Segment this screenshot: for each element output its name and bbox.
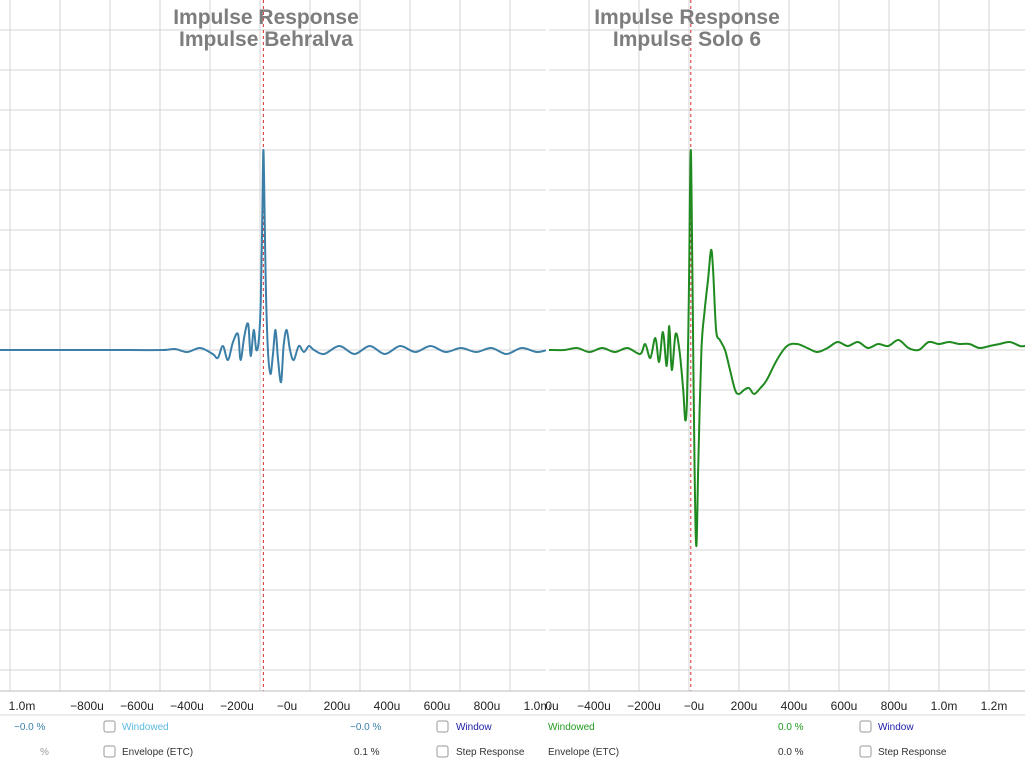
left-x-tick-label: 1.0m (9, 699, 36, 713)
right-x-tick-labels: 0u −400u −200u −0u 200u 400u 600u 800u 1.0m 1.2m (545, 699, 1007, 713)
left-x-tick-label: 400u (374, 699, 401, 713)
left-x-tick-label: −800u (70, 699, 104, 713)
right-pct-row2: 0.0 % (778, 747, 804, 758)
right-x-tick-label: 0u (545, 699, 558, 713)
right-envelope-label: Envelope (ETC) (548, 747, 619, 758)
right-chart-title: Impulse Response (594, 6, 780, 29)
right-chart-subtitle: Impulse Solo 6 (613, 28, 761, 51)
right-x-tick-label: 600u (831, 699, 858, 713)
left-x-tick-label: 600u (424, 699, 451, 713)
right-controls: Windowed 0.0 % Window Envelope (ETC) 0.0… (548, 720, 947, 758)
right-x-tick-label: −400u (577, 699, 611, 713)
right-x-tick-label: 1.2m (981, 699, 1008, 713)
left-x-tick-label: −600u (120, 699, 154, 713)
left-x-tick-label: 200u (324, 699, 351, 713)
left-windowed-label: Windowed (122, 722, 169, 733)
left-window-label: Window (456, 722, 492, 733)
right-x-tick-label: 200u (731, 699, 758, 713)
right-window-checkbox[interactable] (859, 720, 872, 733)
right-x-tick-label: 400u (781, 699, 808, 713)
left-x-tick-label: 800u (474, 699, 501, 713)
left-windowed-checkbox[interactable] (103, 720, 116, 733)
left-pct-row1b: −0.0 % (350, 722, 382, 733)
right-x-tick-label: −0u (684, 699, 704, 713)
right-x-tick-label: −200u (627, 699, 661, 713)
left-step-checkbox[interactable] (436, 745, 449, 758)
right-pct-row1: 0.0 % (778, 722, 804, 733)
left-x-tick-label: −200u (220, 699, 254, 713)
left-chart-title: Impulse Response (173, 6, 359, 29)
left-pct-row2: % (40, 747, 49, 758)
right-step-label: Step Response (878, 747, 947, 758)
left-pct-row1: −0.0 % (14, 722, 46, 733)
right-x-tick-label: 800u (881, 699, 908, 713)
right-windowed-label: Windowed (548, 722, 595, 733)
right-x-tick-label: 1.0m (931, 699, 958, 713)
left-grid (0, 0, 547, 691)
left-impulse-trace (0, 148, 548, 384)
left-window-checkbox[interactable] (436, 720, 449, 733)
left-pct-row2b: 0.1 % (354, 747, 380, 758)
left-step-label: Step Response (456, 747, 525, 758)
left-envelope-checkbox[interactable] (103, 745, 116, 758)
right-impulse-chart: Impulse Response Impulse Solo 6 0u −400u −… (545, 0, 1025, 713)
left-x-tick-label: −0u (277, 699, 297, 713)
right-impulse-trace (548, 148, 1025, 548)
left-controls: −0.0 % Windowed −0.0 % Window % Envelope… (14, 720, 525, 758)
left-x-tick-label: 1.0m (524, 699, 551, 713)
left-chart-subtitle: Impulse Behralva (179, 28, 353, 51)
left-impulse-chart: Impulse Response Impulse Behralva 1.0m −8… (0, 0, 550, 713)
left-x-tick-labels: 1.0m −800u −600u −400u −200u −0u 200u 400u 600u 8… (9, 699, 551, 713)
right-step-checkbox[interactable] (859, 745, 872, 758)
left-x-tick-label: −400u (170, 699, 204, 713)
left-envelope-label: Envelope (ETC) (122, 747, 193, 758)
right-window-label: Window (878, 722, 914, 733)
